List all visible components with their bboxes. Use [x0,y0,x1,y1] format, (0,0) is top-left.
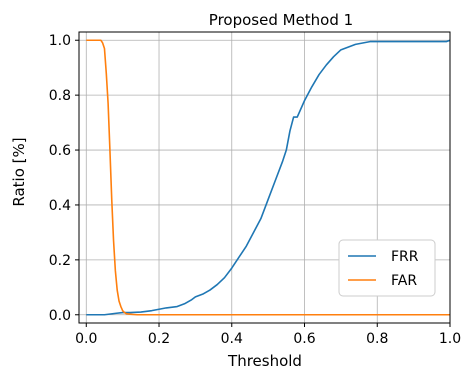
y-axis-label: Ratio [%] [10,137,28,206]
y-tick-label: 1.0 [49,33,71,49]
legend-label-frr: FRR [391,249,419,265]
x-axis-label: Threshold [227,352,302,369]
x-tick-label: 0.4 [221,331,243,347]
x-tick-label: 1.0 [439,331,461,347]
series-line-far [86,39,450,316]
x-tick-label: 0.8 [366,331,388,347]
chart-title: Proposed Method 1 [209,11,353,29]
plot-area-frame [78,31,451,324]
x-tick-label: 0.6 [293,331,315,347]
x-axis-ticks: 0.0 0.2 0.4 0.6 0.8 1.0 [75,323,461,347]
y-tick-label: 0.0 [49,308,71,324]
y-tick-label: 0.4 [49,198,71,214]
legend-label-far: FAR [391,273,417,289]
legend-box [338,239,436,297]
series-line-frr [86,39,451,316]
y-tick-label: 0.8 [49,88,71,104]
x-tick-label: 0.0 [75,331,97,347]
y-axis-ticks: 0.0 0.2 0.4 0.6 0.8 1.0 [49,33,79,324]
y-tick-label: 0.6 [49,143,71,159]
y-tick-label: 0.2 [49,253,71,269]
x-tick-label: 0.2 [148,331,170,347]
legend: FRR FAR [338,239,436,297]
series-layer [86,39,451,316]
